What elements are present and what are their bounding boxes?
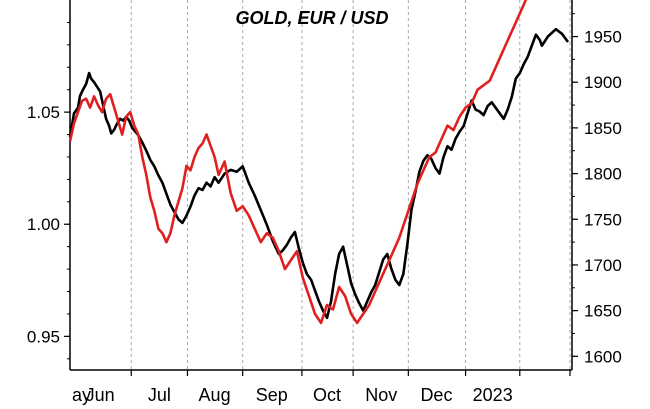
- x-tick-label: Sep: [256, 385, 288, 405]
- right-axis-ticks: 1600 1650 1700 1750 1800 1850 1900 1950: [572, 13, 622, 366]
- axes: [69, 0, 573, 371]
- right-tick-label: 1850: [584, 119, 622, 138]
- gold-series-line: [68, 27, 570, 320]
- x-tick-label: Aug: [199, 385, 231, 405]
- grid-lines: [130, 0, 571, 370]
- x-tick-label: Jun: [86, 385, 115, 405]
- x-tick-label: Dec: [420, 385, 452, 405]
- x-tick-label: Oct: [313, 385, 341, 405]
- eurusd-series-line: [68, 0, 528, 325]
- right-tick-label: 1900: [584, 73, 622, 92]
- right-tick-label: 1600: [584, 347, 622, 366]
- x-tick-label: 2023: [473, 385, 513, 405]
- right-tick-label: 1800: [584, 165, 622, 184]
- chart-title: GOLD, EUR / USD: [235, 8, 388, 28]
- series-lines: [68, 0, 570, 325]
- left-tick-label: 1.00: [27, 215, 60, 234]
- right-tick-label: 1650: [584, 302, 622, 321]
- right-tick-label: 1950: [584, 28, 622, 47]
- right-tick-label: 1700: [584, 256, 622, 275]
- x-tick-label: Nov: [365, 385, 397, 405]
- x-tick-label: Jul: [148, 385, 171, 405]
- left-axis-ticks: 0.95 1.00 1.05: [27, 21, 70, 360]
- right-tick-label: 1750: [584, 210, 622, 229]
- left-tick-label: 0.95: [27, 327, 60, 346]
- x-tick-label: ay: [72, 385, 91, 405]
- left-tick-label: 1.05: [27, 103, 60, 122]
